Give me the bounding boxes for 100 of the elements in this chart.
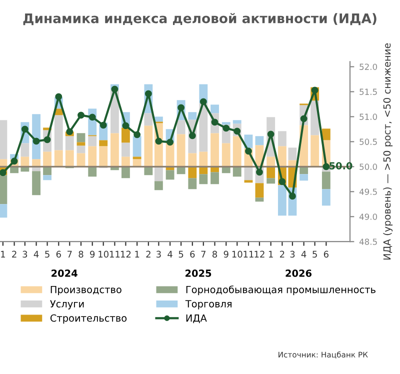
bar [222,143,230,167]
legend-label: Торговля [185,300,232,310]
point [88,114,96,121]
bar [266,166,276,178]
point [200,98,207,106]
y-tick-label: 50.5 [360,138,377,145]
point [267,130,274,138]
bar [65,136,74,150]
point [278,178,286,186]
point [122,122,130,130]
text: 2025 [186,270,212,277]
point [188,132,196,140]
x-tick-label: 2 [280,250,284,258]
bar [322,128,330,140]
bar [121,166,130,178]
x-tick-label: 2 [146,250,150,258]
point [322,163,330,170]
bar [300,174,308,181]
x-tick-label: 8 [78,250,84,258]
x-tick-label: 1 [1,250,5,258]
x-tick-label: 3 [290,250,295,258]
bar [188,166,197,178]
bar [121,142,130,157]
bar [88,146,97,167]
x-tick-label: 8 [212,250,218,258]
legend-label: ИДА [186,314,207,324]
bar [166,170,174,180]
bar [188,178,197,190]
x-tick-label: 10 [232,250,242,258]
bar [32,171,40,196]
bar [154,166,163,182]
point [155,138,162,145]
bar [0,159,8,167]
x-tick-label: 5 [312,250,317,258]
bar [188,153,197,167]
bar [255,198,264,202]
bar [232,136,242,167]
x-tick-label: 7 [68,250,72,258]
point [166,138,174,146]
bar [121,128,130,143]
y-tick-label: 51.5 [360,88,377,95]
bar [310,135,320,167]
x-tick-label: 4 [34,250,39,258]
bar [154,116,163,122]
bar [132,159,142,167]
bar [110,133,119,167]
bar [43,175,52,180]
bar [20,143,30,157]
bar [266,156,276,167]
bar [266,178,276,184]
bar [20,156,30,167]
bar [154,181,163,190]
x-tick-label: 6 [56,250,61,258]
bar [132,156,142,160]
point [55,93,62,100]
chart-title: Динамика индекса деловой активности (ИДА) [23,13,376,26]
x-tick-label: 10 [98,250,108,258]
bar [54,115,63,150]
point [78,112,84,119]
bar [132,136,142,157]
bar [176,134,186,167]
x-tick-label: 9 [224,250,228,258]
x-tick-label: 2 [12,250,16,258]
x-tick-label: 7 [201,250,206,258]
legend-label: Производство [50,286,122,296]
point [134,131,141,138]
x-tick-label: 1 [268,250,273,258]
x-tick-label: 4 [168,250,172,258]
point [144,90,152,98]
bar [76,133,86,142]
x-tick-label: 12 [120,250,131,258]
bar [88,136,97,146]
bar [76,146,86,154]
bar [322,189,330,206]
y-tick-label: 48.5 [359,238,377,245]
bar [232,120,242,124]
bar [121,156,130,167]
point [32,138,40,145]
x-tick-label: 5 [178,250,184,258]
bar [32,159,40,167]
bar [199,174,208,184]
y-tick-label: 49.5 [359,188,377,195]
x-tick-label: 5 [45,250,50,258]
bar [76,142,86,146]
bar [88,166,97,177]
y-tick-label: 49.0 [359,214,378,220]
bar [199,152,208,167]
x-tick-label: 11 [110,250,120,258]
bar [210,104,219,114]
bar [144,113,153,126]
bar [144,126,153,167]
point [0,169,6,176]
bar [0,175,8,204]
bar [43,152,52,167]
x-tick-label: 6 [324,250,328,258]
x-tick-label: 6 [190,250,195,258]
bar [210,133,219,167]
bar [76,153,86,167]
legend-label: Горнодобывающая промышленность [186,286,376,296]
point [222,124,230,132]
